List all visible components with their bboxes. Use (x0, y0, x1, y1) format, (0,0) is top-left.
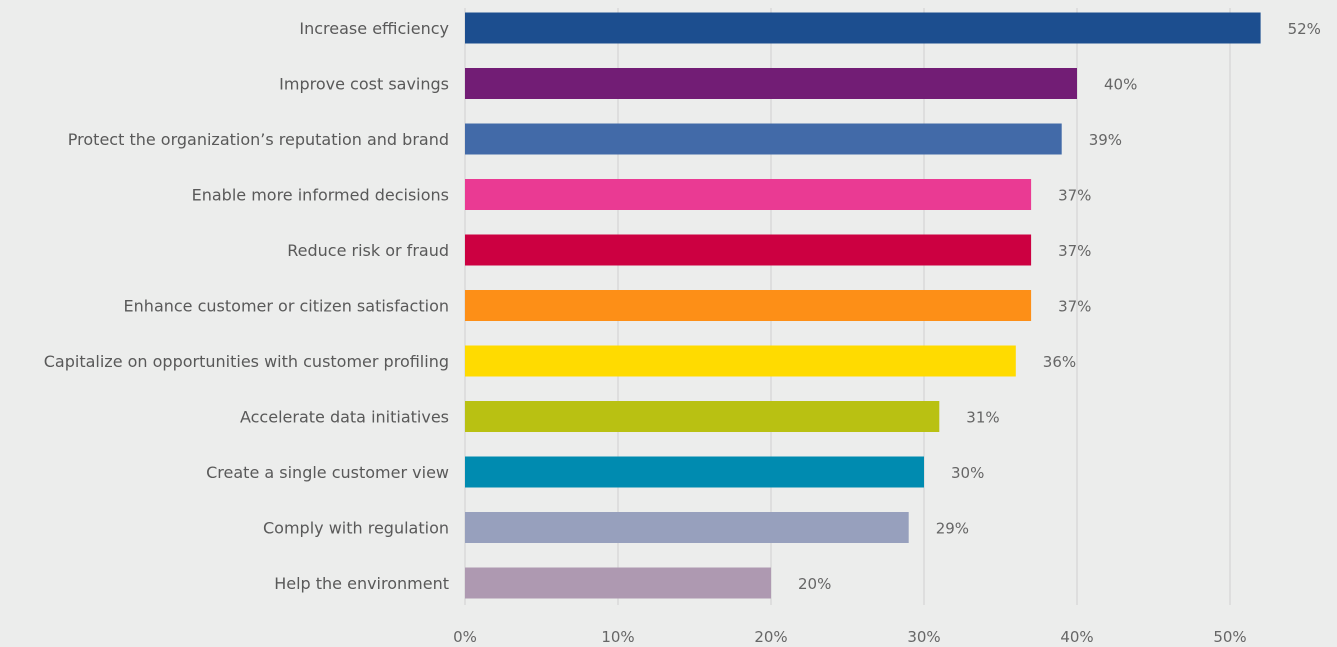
category-label: Help the environment (274, 574, 449, 593)
bar (465, 456, 924, 488)
value-label: 40% (1104, 76, 1137, 94)
category-label: Improve cost savings (279, 75, 449, 94)
value-label: 37% (1058, 298, 1091, 316)
x-tick-label: 50% (1213, 628, 1246, 646)
category-label: Enable more informed decisions (192, 186, 449, 205)
bar (465, 234, 1032, 266)
category-label: Capitalize on opportunities with custome… (44, 352, 449, 371)
bar (465, 68, 1077, 99)
bar (465, 123, 1062, 155)
category-labels: Increase efficiency Improve cost savings P… (44, 19, 449, 593)
x-tick-label: 10% (601, 628, 634, 646)
x-tick-label: 30% (907, 628, 940, 646)
bar (465, 401, 940, 432)
x-tick-label: 0% (453, 628, 477, 646)
value-label: 29% (936, 520, 969, 538)
x-axis-ticks: 0% 10% 20% 30% 40% 50% (453, 628, 1247, 646)
category-label: Create a single customer view (206, 463, 449, 482)
category-label: Protect the organization’s reputation an… (68, 130, 449, 149)
value-label: 20% (798, 575, 831, 593)
bar (465, 512, 909, 543)
category-label: Reduce risk or fraud (287, 241, 449, 260)
value-label: 36% (1043, 353, 1076, 371)
category-label: Comply with regulation (263, 519, 449, 538)
category-label: Enhance customer or citizen satisfaction (124, 297, 449, 316)
value-label: 30% (951, 464, 984, 482)
category-label: Increase efficiency (299, 19, 449, 38)
bar (465, 179, 1032, 210)
value-labels: 52% 40% 39% 37% 37% 37% 36% 31% 30% 29% 20% (798, 20, 1321, 593)
x-tick-label: 20% (754, 628, 787, 646)
value-label: 37% (1058, 187, 1091, 205)
bars (465, 12, 1261, 599)
bar (465, 345, 1016, 377)
value-label: 52% (1288, 20, 1321, 38)
value-label: 39% (1089, 131, 1122, 149)
category-label: Accelerate data initiatives (240, 408, 449, 427)
x-tick-label: 40% (1060, 628, 1093, 646)
bar (465, 12, 1261, 44)
value-label: 31% (966, 409, 999, 427)
value-label: 37% (1058, 242, 1091, 260)
bar (465, 290, 1032, 321)
bar (465, 567, 771, 599)
